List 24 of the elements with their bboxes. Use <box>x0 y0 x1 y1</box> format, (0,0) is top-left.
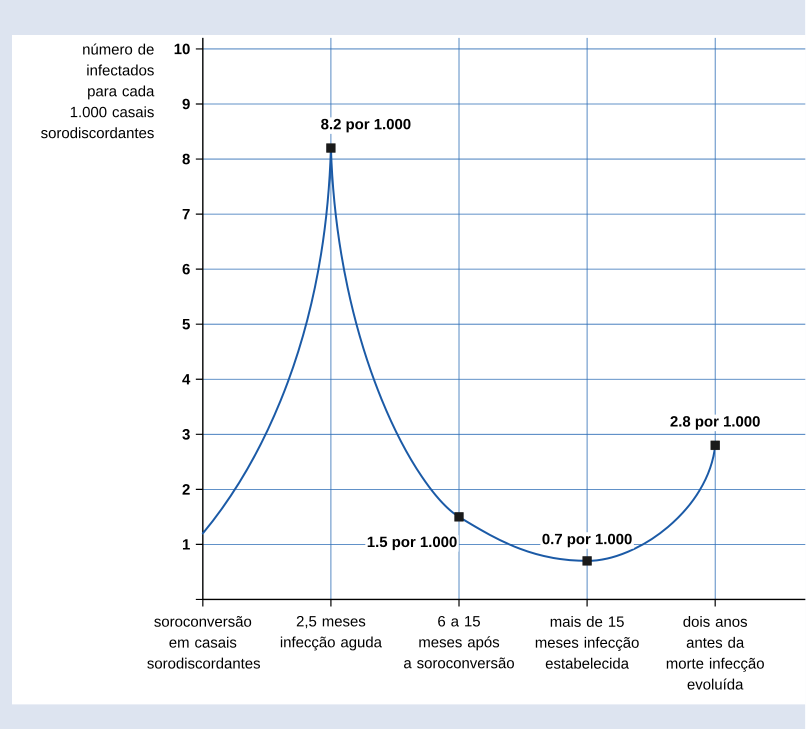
data-label: 2.8 por 1.000 <box>670 416 760 430</box>
x-tick-label: dois anos antes da morte infecção evoluída <box>666 616 764 690</box>
y-tick-label: 10 <box>174 43 190 54</box>
x-tick-label: soroconversão em casais sorodiscordantes <box>147 616 260 668</box>
y-tick-label: 7 <box>182 208 190 220</box>
y-tick-label: 2 <box>182 484 190 494</box>
point <box>582 556 592 566</box>
x-tick-label: mais de 15 meses infecção estabelecida <box>536 616 639 669</box>
y-tick-label: 4 <box>182 374 190 384</box>
y-tick-label: 9 <box>182 98 190 110</box>
x-tick-label: 2,5 meses infecção aguda <box>280 616 382 650</box>
y-tick-label: 5 <box>182 318 190 330</box>
y-tick-label: 1 <box>182 539 190 550</box>
x-tick-label: 6 a 15 meses após a soroconversão <box>404 616 514 668</box>
y-axis-title: número de infectados para cada 1.000 casais sorodiscordantes <box>41 43 154 138</box>
y-tick-label: 6 <box>182 264 190 274</box>
point <box>710 440 720 450</box>
data-label: 8.2 por 1.000 <box>321 118 410 132</box>
y-tick-label: 3 <box>182 428 190 440</box>
point <box>454 512 464 522</box>
y-tick-label: 8 <box>182 154 190 164</box>
data-label: 0.7 por 1.000 <box>542 534 632 548</box>
point <box>326 143 336 153</box>
data-label: 1.5 por 1.000 <box>368 536 457 550</box>
